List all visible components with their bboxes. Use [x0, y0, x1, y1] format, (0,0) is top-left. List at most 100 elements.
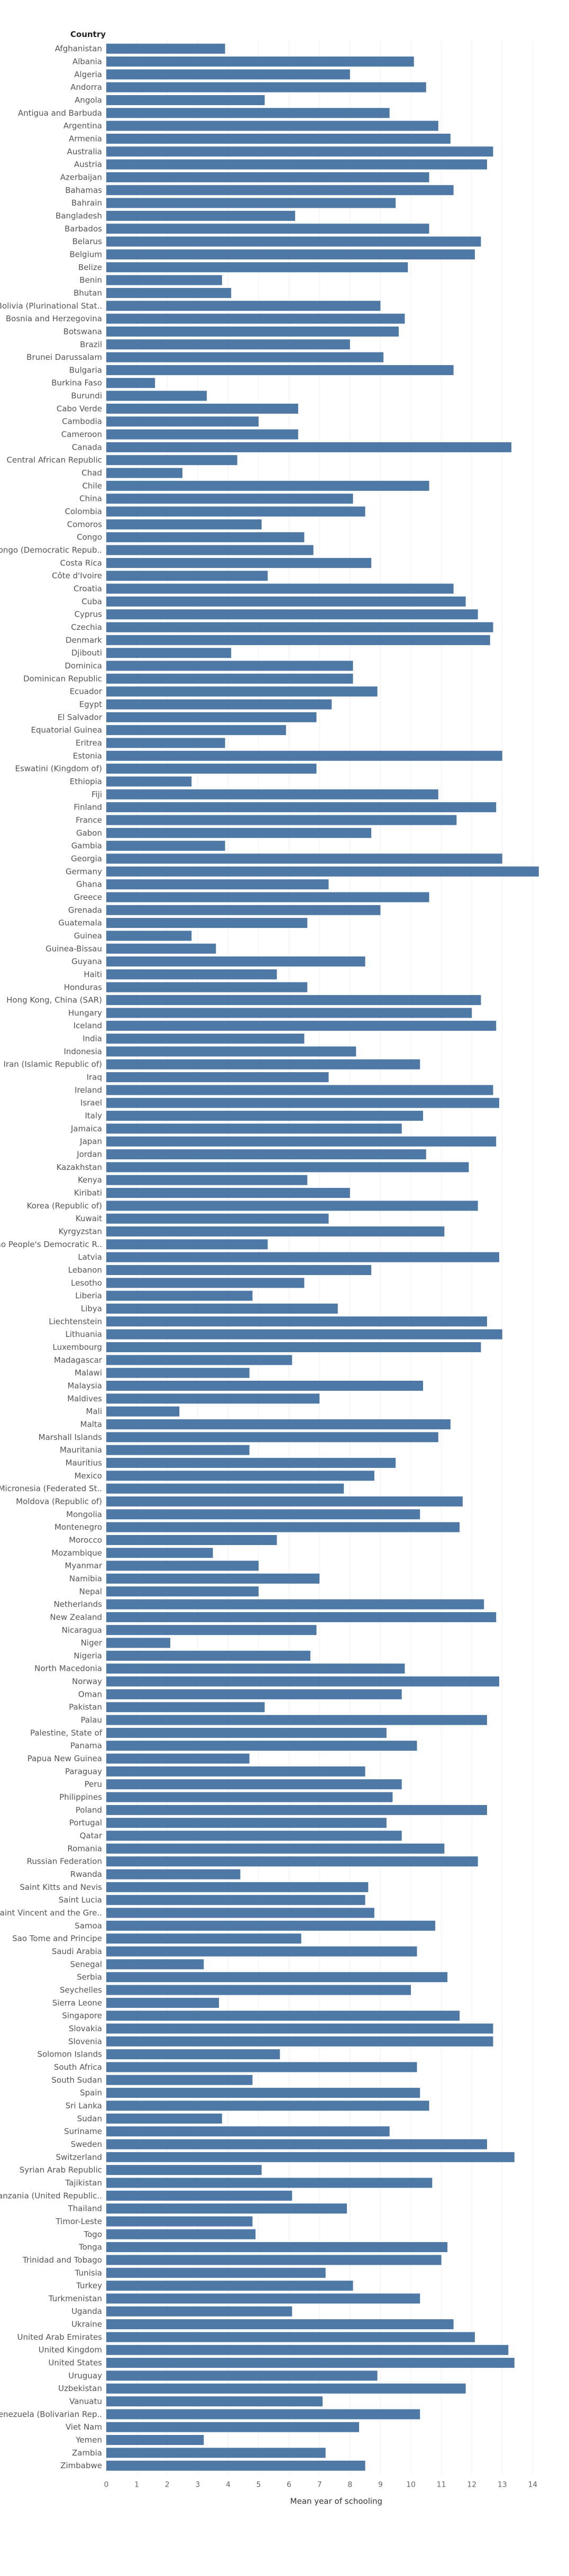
- category-label: Nigeria: [74, 1651, 102, 1660]
- category-label: Fiji: [91, 789, 102, 799]
- bar: [106, 56, 414, 67]
- bar: [106, 1676, 500, 1687]
- category-label: Guyana: [71, 957, 102, 966]
- category-label: Indonesia: [63, 1047, 102, 1056]
- category-label: Rwanda: [70, 1870, 102, 1879]
- bar: [106, 1972, 448, 1983]
- bar: [106, 2267, 326, 2278]
- bar: [106, 185, 454, 196]
- category-label: Sweden: [71, 2140, 102, 2149]
- category-label: Mauritius: [66, 1458, 103, 1467]
- x-tick-label: 9: [378, 2480, 383, 2489]
- bar: [106, 1290, 253, 1301]
- category-label: Kenya: [78, 1175, 102, 1185]
- bar: [106, 815, 457, 825]
- category-label: Croatia: [74, 584, 102, 593]
- bar: [106, 1265, 372, 1276]
- bar: [106, 1072, 329, 1083]
- category-label: Guatemala: [58, 918, 102, 928]
- bar: [106, 1342, 481, 1352]
- bar: [106, 159, 487, 170]
- bar: [106, 2435, 204, 2445]
- category-label: Micronesia (Federated St..: [0, 1484, 102, 1493]
- bar: [106, 2139, 487, 2150]
- category-label: Israel: [80, 1098, 102, 1108]
- bar: [106, 2075, 253, 2085]
- category-label: Dominica: [65, 661, 102, 671]
- category-label: Sri Lanka: [66, 2101, 102, 2110]
- bar: [106, 1329, 502, 1340]
- bar: [106, 249, 475, 259]
- category-label: Lithuania: [66, 1329, 102, 1339]
- bar: [106, 1149, 426, 1160]
- category-label: Moldova (Republic of): [16, 1496, 102, 1506]
- category-label: Guinea-Bissau: [45, 944, 102, 953]
- bar: [106, 622, 493, 633]
- category-label: Haiti: [84, 970, 102, 979]
- bar: [106, 918, 308, 928]
- x-axis-title: Mean year of schooling: [290, 2496, 382, 2506]
- bar: [106, 545, 314, 555]
- bar: [106, 995, 481, 1006]
- bar: [106, 429, 298, 440]
- bar: [106, 313, 405, 324]
- category-label: Mexico: [75, 1471, 102, 1481]
- bar: [106, 2409, 420, 2420]
- bars: [106, 43, 539, 2471]
- bar: [106, 1715, 487, 1725]
- bar: [106, 648, 232, 658]
- bar: [106, 1997, 219, 2008]
- x-tick-label: 13: [498, 2480, 507, 2489]
- category-label: Bolivia (Plurinational Stat..: [0, 301, 102, 311]
- bar: [106, 262, 408, 273]
- bar: [106, 1355, 292, 1365]
- category-label: Honduras: [64, 982, 102, 992]
- bar: [106, 1432, 438, 1443]
- category-label: Mozambique: [51, 1548, 102, 1558]
- bar: [106, 725, 286, 736]
- category-label: Hong Kong, China (SAR): [6, 996, 102, 1005]
- bar: [106, 468, 182, 478]
- bar: [106, 2345, 509, 2355]
- category-label: Albania: [72, 57, 102, 66]
- bar: [106, 198, 396, 208]
- category-label: Burkina Faso: [51, 378, 102, 388]
- category-label: Solomon Islands: [37, 2050, 102, 2059]
- bar: [106, 1830, 402, 1841]
- category-label: Bulgaria: [69, 365, 102, 375]
- category-label: Norway: [72, 1677, 102, 1686]
- category-label: Uganda: [71, 2307, 102, 2316]
- bar: [106, 1560, 259, 1571]
- bar: [106, 1239, 268, 1250]
- bar: [106, 841, 225, 851]
- category-label: France: [76, 815, 102, 825]
- category-label: Mongolia: [66, 1510, 102, 1519]
- category-label: Slovenia: [68, 2036, 102, 2046]
- bar: [106, 1175, 308, 1185]
- category-label: Egypt: [79, 700, 102, 709]
- bar: [106, 1136, 497, 1147]
- x-tick-label: 14: [528, 2480, 537, 2489]
- bar: [106, 866, 539, 877]
- bar: [106, 1406, 180, 1417]
- x-tick-label: 3: [195, 2480, 200, 2489]
- category-label: Colombia: [65, 507, 103, 516]
- category-label: Sao Tome and Principe: [12, 1934, 102, 1943]
- category-label: Andorra: [70, 82, 102, 92]
- bar: [106, 480, 429, 491]
- category-label: Togo: [84, 2229, 103, 2239]
- bar: [106, 82, 426, 92]
- bar: [106, 1869, 241, 1880]
- category-label: Niger: [81, 1638, 103, 1648]
- category-label: Marshall Islands: [39, 1433, 103, 1442]
- bar: [106, 738, 225, 748]
- bar: [106, 1368, 250, 1378]
- category-label: Bahamas: [65, 185, 102, 195]
- bar: [106, 1933, 301, 1944]
- category-label: Estonia: [73, 751, 102, 760]
- bar: [106, 1419, 451, 1429]
- bar: [106, 120, 438, 131]
- category-label: Tonga: [78, 2243, 102, 2252]
- bar: [106, 108, 390, 118]
- category-label: Malaysia: [67, 1381, 102, 1390]
